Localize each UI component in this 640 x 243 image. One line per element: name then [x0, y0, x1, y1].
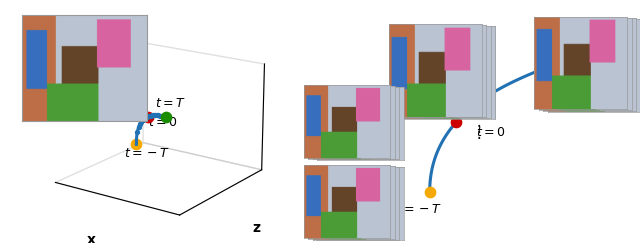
- Point: [424, 190, 435, 194]
- Text: $\cdots$: $\cdots$: [545, 52, 563, 70]
- X-axis label: x: x: [86, 233, 95, 243]
- Text: $t = -T$: $t = -T$: [397, 203, 442, 216]
- Text: $t = T$: $t = T$: [559, 70, 589, 83]
- Point: [540, 66, 550, 70]
- Text: $\vdots$: $\vdots$: [470, 122, 481, 140]
- Point: [451, 120, 461, 124]
- Text: $t = 0$: $t = 0$: [476, 126, 506, 139]
- Y-axis label: z: z: [253, 221, 260, 235]
